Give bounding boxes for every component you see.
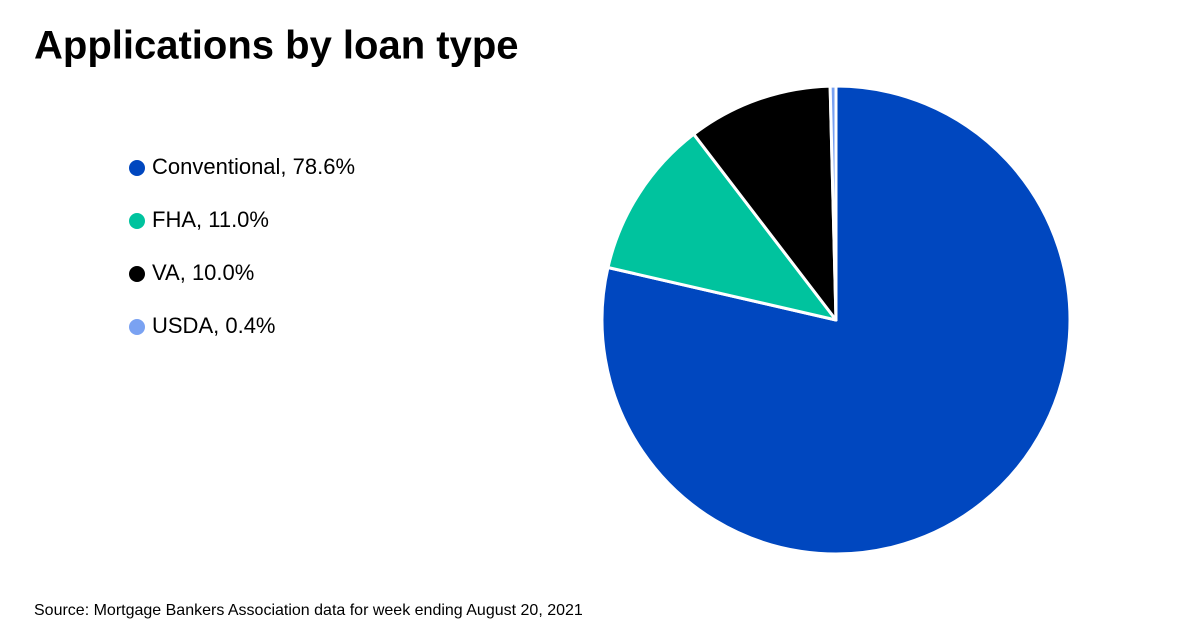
legend-swatch — [129, 160, 145, 176]
legend-swatch — [129, 213, 145, 229]
chart-title: Applications by loan type — [34, 24, 519, 68]
legend-label: Conventional, 78.6% — [152, 154, 355, 179]
legend-label: FHA, 11.0% — [152, 207, 269, 232]
legend-label: VA, 10.0% — [152, 260, 254, 285]
source-note: Source: Mortgage Bankers Association dat… — [34, 602, 583, 619]
pie-slice — [692, 84, 838, 322]
legend-label: USDA, 0.4% — [152, 313, 276, 338]
pie-slice — [606, 132, 838, 322]
pie-slice — [828, 84, 838, 322]
legend-swatch — [129, 319, 145, 335]
legend-swatch — [129, 266, 145, 282]
